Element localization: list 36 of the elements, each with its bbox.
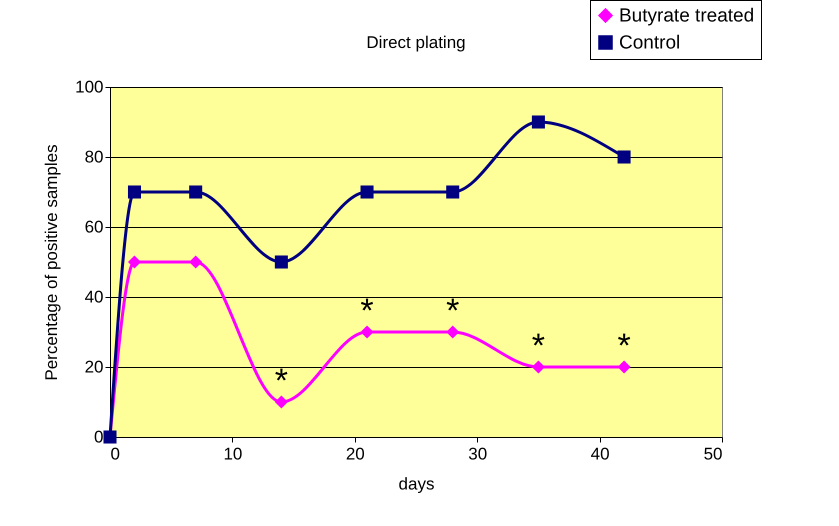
legend-label: Butyrate treated: [619, 6, 754, 26]
point: [446, 325, 460, 339]
x-axis-title: days: [398, 474, 434, 494]
point: [618, 150, 631, 164]
point: [128, 255, 141, 269]
point: [128, 185, 141, 199]
point: [360, 185, 374, 199]
annotation: *: [617, 327, 631, 365]
point: [360, 325, 374, 339]
point: [532, 115, 545, 129]
point: [274, 255, 288, 269]
point: [532, 360, 545, 374]
y-tick-label: 60: [84, 218, 104, 236]
y-tick-label: 80: [84, 148, 104, 166]
point: [189, 185, 202, 199]
y-tick-label: 20: [84, 358, 104, 376]
point: [618, 360, 631, 374]
point: [189, 255, 202, 269]
annotation: *: [446, 292, 460, 330]
y-axis-title: Percentage of positive samples: [42, 144, 62, 381]
point: [274, 395, 288, 409]
x-tick-label: 0: [110, 444, 120, 464]
x-tick-label: 20: [346, 444, 365, 464]
annotation: *: [274, 362, 288, 400]
y-tick-label: 40: [84, 288, 104, 306]
legend-label: Control: [619, 32, 680, 54]
y-tick-label: 100: [75, 78, 104, 96]
x-tick-label: 10: [223, 444, 242, 464]
x-tick-label: 50: [704, 444, 722, 464]
annotation: *: [532, 327, 546, 365]
y-tick-label: 0: [94, 428, 104, 446]
x-tick-label: 30: [468, 444, 488, 464]
x-tick-label: 40: [590, 444, 610, 464]
point: [446, 185, 460, 199]
annotation: *: [360, 292, 374, 330]
chart-title: Direct plating: [366, 33, 466, 52]
